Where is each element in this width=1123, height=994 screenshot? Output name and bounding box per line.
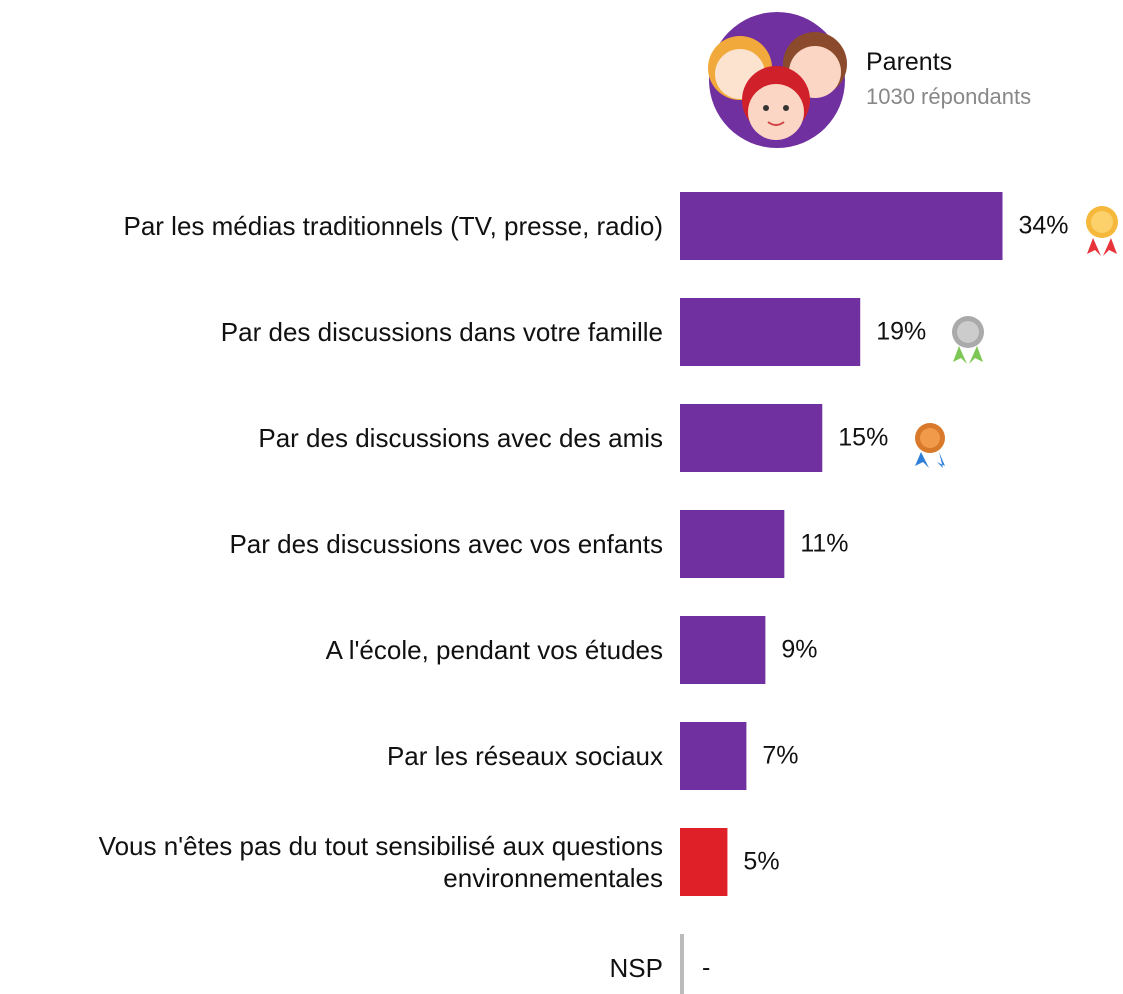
category-label: NSP xyxy=(609,953,663,983)
chart-title: Parents xyxy=(866,48,953,76)
medal-2 xyxy=(952,316,984,364)
category-label: Vous n'êtes pas du tout sensibilisé aux … xyxy=(98,831,663,893)
chart-subtitle: 1030 répondants xyxy=(866,84,1032,109)
category-label: Par les médias traditionnels (TV, presse… xyxy=(123,211,664,241)
category-label: Par les réseaux sociaux xyxy=(386,741,663,771)
value-label: 34% xyxy=(1018,211,1069,240)
bar xyxy=(680,828,728,896)
bar xyxy=(680,404,823,472)
bar xyxy=(680,298,861,366)
value-label: 5% xyxy=(743,847,780,876)
value-label: - xyxy=(702,953,711,982)
category-label: A l'école, pendant vos études xyxy=(325,635,663,665)
bar xyxy=(680,192,1003,260)
value-label: 9% xyxy=(781,635,818,664)
bar xyxy=(680,616,766,684)
category-label: Par des discussions dans votre famille xyxy=(220,317,663,347)
category-label: Par des discussions avec vos enfants xyxy=(229,529,663,559)
value-label: 15% xyxy=(838,423,889,452)
value-label: 7% xyxy=(762,741,799,770)
medal-1 xyxy=(1086,206,1118,256)
bar xyxy=(680,510,785,578)
medal-3 xyxy=(915,423,945,468)
avatar xyxy=(708,12,847,148)
category-label: Par des discussions avec des amis xyxy=(258,423,663,453)
value-label: 19% xyxy=(876,317,927,346)
value-label: 11% xyxy=(800,529,849,558)
bar xyxy=(680,722,747,790)
